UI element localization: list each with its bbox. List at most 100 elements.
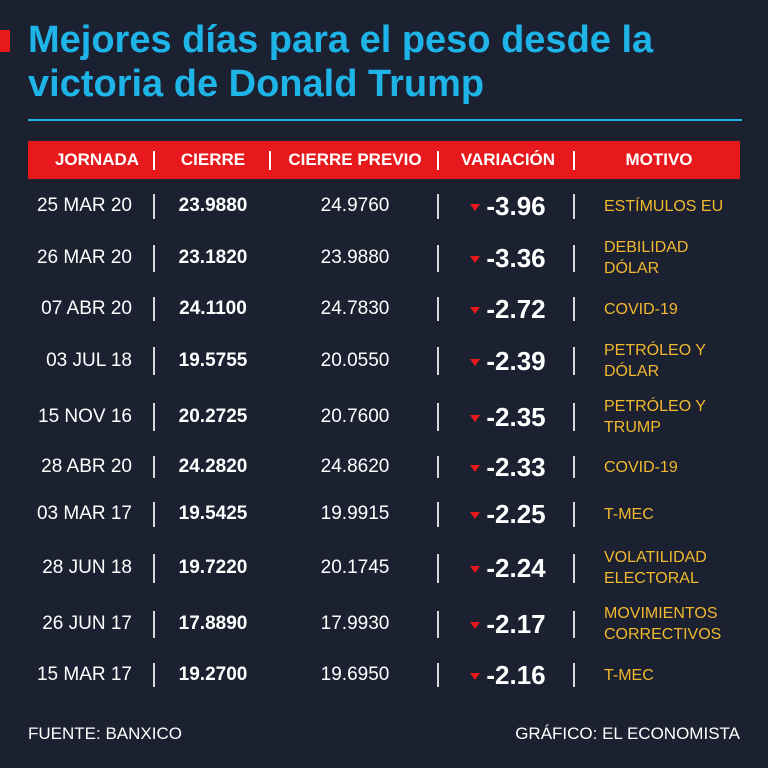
- motivo-cell: DEBILIDAD DÓLAR: [604, 231, 744, 285]
- down-triangle-icon: [470, 511, 481, 519]
- motivo-cell: VOLATILIDAD ELECTORAL: [604, 539, 744, 597]
- column-separator: [573, 347, 575, 375]
- column-separator: [573, 194, 575, 219]
- jornada-cell: 03 JUL 18: [46, 350, 132, 371]
- column-header-cierre-previo: CIERRE PREVIO: [288, 150, 422, 169]
- column-separator: [437, 611, 439, 638]
- variacion-cell: -2.39: [448, 333, 568, 389]
- cierre-cell: 24.1100: [179, 298, 247, 319]
- header-separator: [269, 151, 271, 170]
- variacion-cell: -2.16: [448, 651, 568, 699]
- table-row: 28 JUN 18 19.7220 20.1745 -2.24 VOLATILIDAD …: [28, 539, 740, 597]
- motivo-cell: PETRÓLEO Y DÓLAR: [604, 333, 744, 389]
- motivo-cell: PETRÓLEO Y TRUMP: [604, 389, 744, 445]
- variacion-value: -2.39: [486, 345, 546, 376]
- motivo-text: T-MEC: [604, 505, 654, 523]
- column-separator: [153, 403, 155, 431]
- down-triangle-icon: [470, 414, 481, 422]
- table-header: JORNADA CIERRE CIERRE PREVIO VARIACIÓN M…: [28, 141, 740, 179]
- column-separator: [153, 245, 155, 272]
- variacion-value: -2.35: [486, 401, 546, 432]
- jornada-cell: 26 JUN 17: [42, 613, 132, 634]
- column-separator: [437, 347, 439, 375]
- title-divider: [28, 119, 742, 121]
- jornada-cell: 03 MAR 17: [36, 503, 132, 524]
- credit-note: GRÁFICO: EL ECONOMISTA: [515, 724, 740, 743]
- column-separator: [573, 297, 575, 321]
- down-triangle-icon: [470, 203, 481, 211]
- column-separator: [437, 554, 439, 583]
- accent-bar: [0, 30, 10, 52]
- header-separator: [153, 151, 155, 170]
- column-separator: [437, 502, 439, 527]
- column-separator: [573, 245, 575, 272]
- column-separator: [153, 502, 155, 527]
- header-separator: [573, 151, 575, 170]
- cierre-cell: 19.2700: [178, 664, 248, 685]
- column-separator: [153, 456, 155, 478]
- variacion-cell: -2.25: [448, 489, 568, 539]
- motivo-cell: COVID-19: [604, 285, 744, 333]
- motivo-text: COVID-19: [604, 300, 678, 318]
- table-row: 07 ABR 20 24.1100 24.7830 -2.72 COVID-19: [28, 285, 740, 333]
- variacion-cell: -2.17: [448, 597, 568, 651]
- table-row: 03 JUL 18 19.5755 20.0550 -2.39 PETRÓLEO Y D…: [28, 333, 740, 389]
- column-separator: [573, 554, 575, 583]
- cierre-cell: 19.5755: [178, 350, 248, 371]
- column-separator: [153, 347, 155, 375]
- column-separator: [437, 663, 439, 687]
- column-separator: [153, 611, 155, 638]
- motivo-cell: T-MEC: [604, 651, 744, 699]
- motivo-text: VOLATILIDAD ELECTORAL: [604, 549, 707, 587]
- jornada-cell: 28 JUN 18: [42, 557, 132, 578]
- jornada-cell: 25 MAR 20: [36, 195, 132, 216]
- jornada-cell: 26 MAR 20: [36, 247, 132, 268]
- variacion-value: -2.25: [486, 498, 546, 529]
- jornada-cell: 15 NOV 16: [38, 406, 132, 427]
- cierre-cell: 20.2725: [178, 406, 248, 427]
- cierre-cell: 19.7220: [178, 557, 248, 578]
- cierre-previo-cell: 19.9915: [320, 503, 390, 524]
- column-header-variacion: VARIACIÓN: [460, 150, 556, 169]
- column-separator: [437, 297, 439, 321]
- cierre-previo-cell: 17.9930: [320, 613, 390, 634]
- cierre-cell: 17.8890: [178, 613, 248, 634]
- variacion-cell: -3.96: [448, 181, 568, 231]
- motivo-text: MOVIMIENTOS CORRECTIVOS: [604, 605, 722, 643]
- column-separator: [153, 554, 155, 583]
- variacion-value: -3.36: [486, 242, 546, 273]
- variacion-value: -2.24: [486, 552, 546, 583]
- down-triangle-icon: [470, 565, 481, 573]
- header-separator: [437, 151, 439, 170]
- cierre-previo-cell: 20.1745: [320, 557, 390, 578]
- down-triangle-icon: [470, 306, 481, 314]
- cierre-cell: 23.1820: [178, 247, 248, 268]
- column-separator: [437, 194, 439, 219]
- variacion-value: -2.33: [486, 451, 546, 482]
- cierre-previo-cell: 20.0550: [320, 350, 390, 371]
- down-triangle-icon: [470, 621, 481, 629]
- down-triangle-icon: [470, 358, 481, 366]
- jornada-cell: 15 MAR 17: [36, 664, 132, 685]
- column-separator: [437, 456, 439, 478]
- motivo-text: DEBILIDAD DÓLAR: [604, 239, 689, 277]
- column-separator: [153, 663, 155, 687]
- variacion-cell: -2.33: [448, 445, 568, 489]
- motivo-cell: MOVIMIENTOS CORRECTIVOS: [604, 597, 744, 651]
- source-note: FUENTE: BANXICO: [28, 724, 182, 743]
- cierre-previo-cell: 24.8620: [320, 456, 390, 477]
- table-row: 03 MAR 17 19.5425 19.9915 -2.25 T-MEC: [28, 489, 740, 539]
- motivo-cell: ESTÍMULOS EU: [604, 181, 744, 231]
- cierre-previo-cell: 19.6950: [320, 664, 390, 685]
- variacion-cell: -2.72: [448, 285, 568, 333]
- table-row: 26 MAR 20 23.1820 23.9880 -3.36 DEBILIDAD DÓ…: [28, 231, 740, 285]
- motivo-cell: COVID-19: [604, 445, 744, 489]
- table-row: 15 NOV 16 20.2725 20.7600 -2.35 PETRÓLEO Y T…: [28, 389, 740, 445]
- page-title: Mejores días para el peso desde la victo…: [28, 19, 654, 105]
- cierre-cell: 24.2820: [178, 456, 248, 477]
- cierre-cell: 23.9880: [178, 195, 248, 216]
- motivo-cell: T-MEC: [604, 489, 744, 539]
- cierre-previo-cell: 24.9760: [320, 195, 390, 216]
- column-separator: [573, 663, 575, 687]
- column-header-jornada: JORNADA: [54, 150, 140, 169]
